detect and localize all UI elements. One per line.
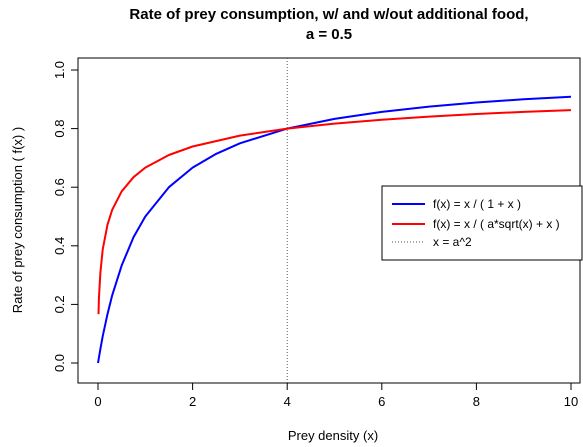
y-tick-label: 0.6 [52,178,67,196]
x-tick-label: 2 [189,394,196,409]
x-tick-label: 8 [473,394,480,409]
legend: f(x) = x / ( 1 + x ) f(x) = x / ( a*sqrt… [381,185,583,261]
chart-subtitle: a = 0.5 [306,26,352,43]
y-axis-label: Rate of prey consumption ( f(x) ) [10,127,25,313]
x-tick-label: 4 [284,394,291,409]
x-tick-label: 10 [564,394,578,409]
y-tick-label: 0.8 [52,120,67,138]
series-layer [97,58,572,383]
legend-label-series-2: f(x) = x / ( a*sqrt(x) + x ) [433,217,560,231]
chart-title: Rate of prey consumption, w/ and w/out a… [129,6,528,23]
x-axis: 0 2 4 6 8 10 [94,383,578,409]
x-tick-label: 0 [94,394,101,409]
y-tick-label: 0.4 [52,237,67,255]
series-line-2 [97,109,572,315]
y-tick-label: 0.0 [52,354,67,372]
x-tick-label: 6 [378,394,385,409]
legend-label-series-1: f(x) = x / ( 1 + x ) [433,197,521,211]
series-line-1 [97,95,572,364]
legend-label-series-3: x = a^2 [433,235,472,249]
x-axis-label: Prey density (x) [288,428,378,443]
y-axis: 0.0 0.2 0.4 0.6 0.8 1.0 [52,61,78,372]
y-tick-label: 0.2 [52,295,67,313]
y-tick-label: 1.0 [52,61,67,79]
